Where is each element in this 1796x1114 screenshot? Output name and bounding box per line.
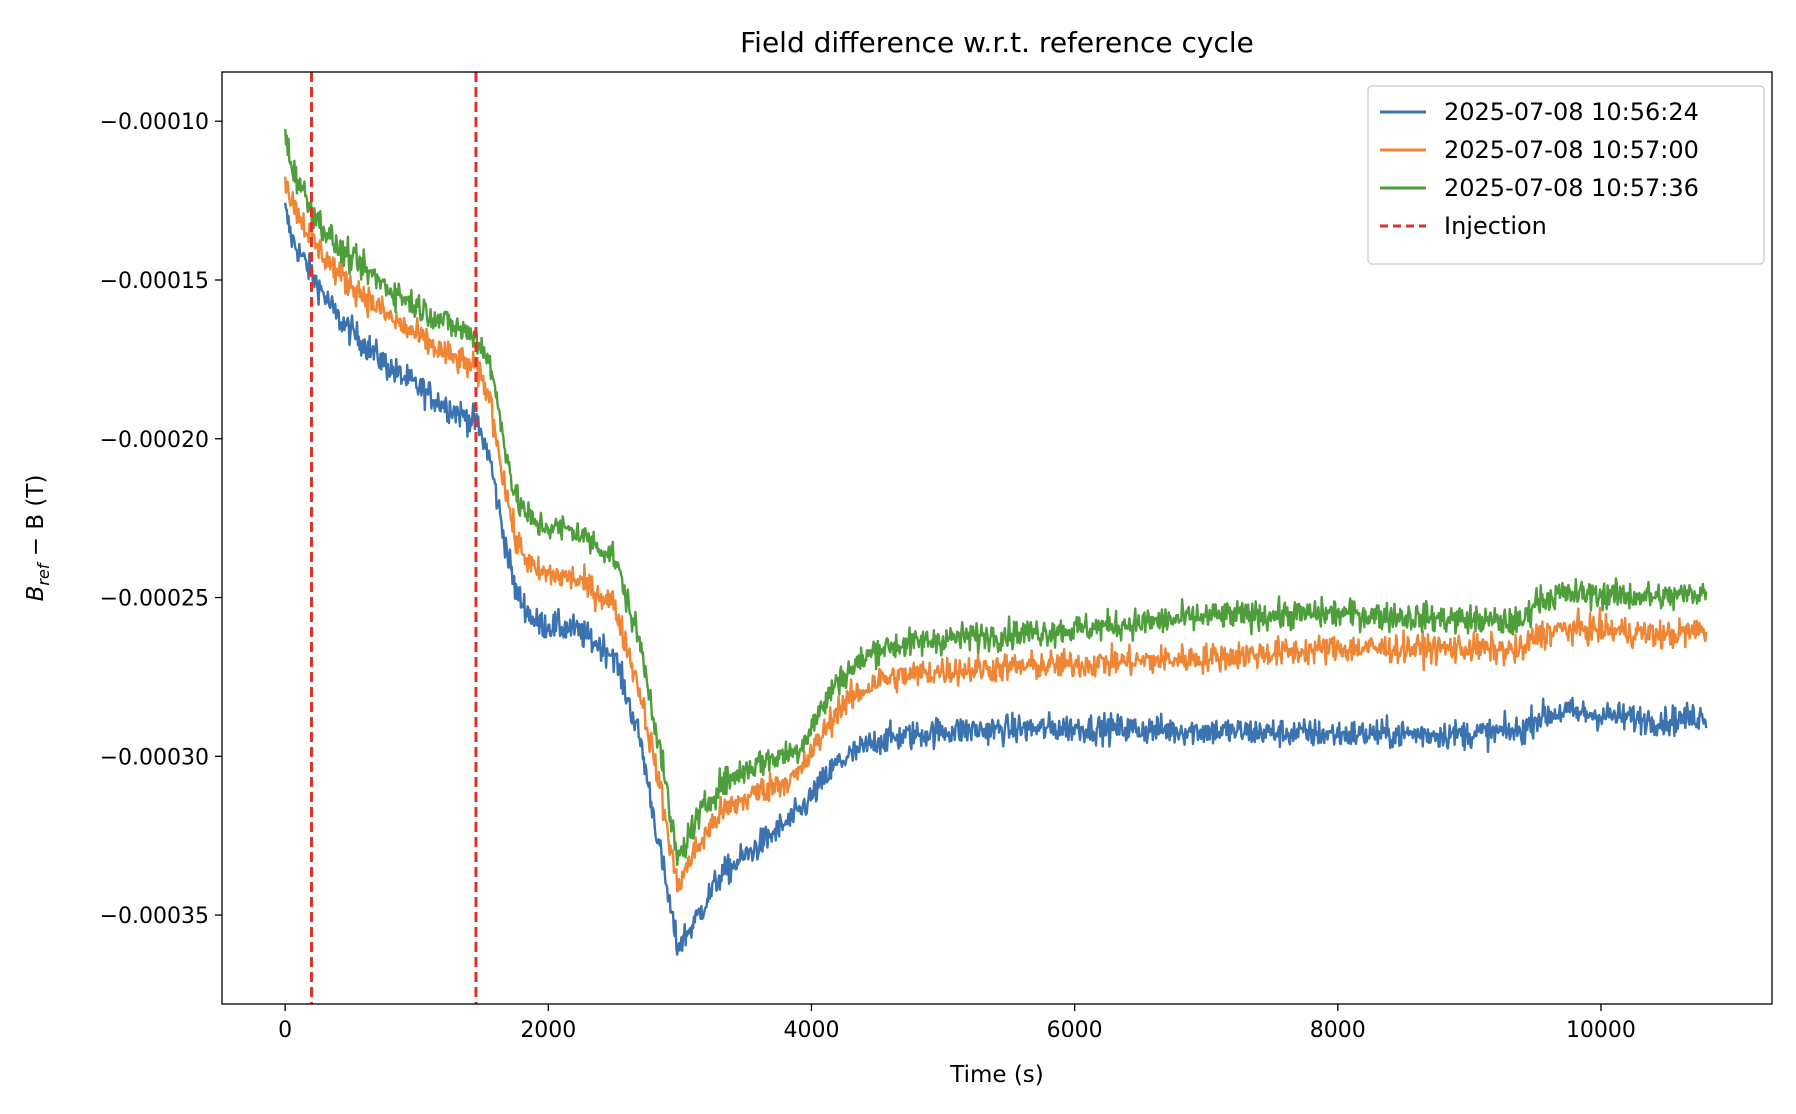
y-axis-label: Bref − B (T) (23, 475, 53, 602)
legend-entry-label: 2025-07-08 10:57:36 (1444, 174, 1699, 202)
legend: 2025-07-08 10:56:24 2025-07-08 10:57:00 20… (1367, 85, 1765, 265)
y-tick-label: −0.00025 (100, 587, 209, 612)
axes-frame (221, 71, 1773, 1005)
legend-box (1367, 85, 1765, 265)
chart-title: Field difference w.r.t. reference cycle (740, 26, 1254, 59)
plot-area: 0 2000 4000 6000 8000 10000 −0.00010 −0.00015 −0… (100, 71, 1773, 1043)
legend-entry-label: 2025-07-08 10:56:24 (1444, 98, 1699, 126)
x-tick-label: 2000 (520, 1018, 576, 1043)
y-tick-label: −0.00020 (100, 428, 209, 453)
x-tick-label: 0 (278, 1018, 292, 1043)
series-group (284, 128, 1708, 956)
legend-entry-label: 2025-07-08 10:57:00 (1444, 136, 1699, 164)
x-tick-label: 4000 (783, 1018, 839, 1043)
y-tick-label: −0.00015 (100, 269, 209, 294)
x-tick-label: 6000 (1047, 1018, 1103, 1043)
y-tick-label: −0.00010 (100, 110, 209, 135)
y-tick-label: −0.00035 (100, 904, 209, 929)
legend-entry-label: Injection (1444, 212, 1547, 240)
x-axis-label: Time (s) (949, 1062, 1044, 1088)
y-tick-label: −0.00030 (100, 745, 209, 770)
series-line-2 (284, 176, 1708, 893)
x-tick-label: 10000 (1566, 1018, 1636, 1043)
series-line-1 (284, 202, 1708, 956)
series-line-3 (284, 128, 1708, 867)
x-tick-label: 8000 (1310, 1018, 1366, 1043)
